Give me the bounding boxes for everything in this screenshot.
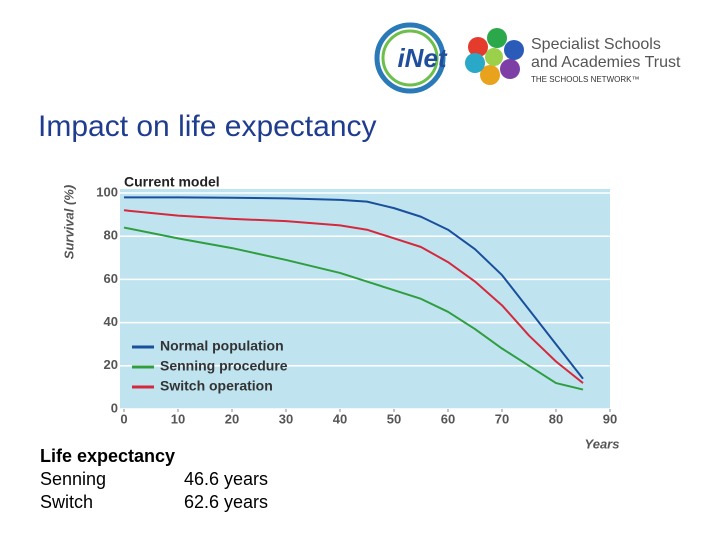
notes-heading: Life expectancy bbox=[40, 446, 176, 466]
legend-label: Normal population bbox=[160, 338, 284, 354]
logo-petal bbox=[480, 65, 500, 85]
chart: 0 20 40 60 80 100 0 10 20 30 40 50 60 70 80 90 Current m… bbox=[61, 174, 620, 452]
x-tick-label: 90 bbox=[603, 411, 617, 426]
y-tick-label: 0 bbox=[111, 400, 118, 415]
logo-petal bbox=[465, 53, 485, 73]
slide-title: Impact on life expectancy bbox=[38, 110, 377, 143]
inet-logo-ring bbox=[374, 22, 446, 94]
org-name: and Academies Trust bbox=[531, 54, 681, 71]
logo-petal bbox=[504, 40, 524, 60]
y-tick-label: 100 bbox=[96, 184, 118, 199]
x-tick-label: 60 bbox=[441, 411, 455, 426]
x-tick-label: 0 bbox=[120, 411, 127, 426]
org-tagline: THE SCHOOLS NETWORK™ bbox=[531, 75, 639, 84]
notes-row: Switch 62.6 years bbox=[40, 491, 268, 514]
y-tick-label: 40 bbox=[104, 314, 118, 329]
notes: Life expectancy Senning 46.6 years Switch… bbox=[40, 445, 268, 514]
notes-value: 62.6 years bbox=[184, 492, 269, 512]
x-tick-label: 40 bbox=[333, 411, 347, 426]
legend-label: Switch operation bbox=[160, 378, 273, 394]
x-tick-label: 20 bbox=[225, 411, 239, 426]
plot-background bbox=[120, 189, 610, 409]
notes-row: Senning 46.6 years bbox=[40, 468, 268, 491]
series-line bbox=[124, 196, 584, 380]
notes-key: Senning bbox=[40, 469, 107, 489]
logo-petal bbox=[500, 59, 520, 79]
logo-petal bbox=[485, 48, 503, 66]
logo-petal bbox=[487, 28, 507, 48]
org-name: Specialist Schools bbox=[531, 36, 661, 53]
x-axis-label: Years bbox=[585, 436, 620, 451]
chart-title: Current model bbox=[124, 174, 220, 190]
y-tick-label: 20 bbox=[104, 357, 118, 372]
series-line bbox=[123, 209, 584, 384]
inet-logo-text: iNet bbox=[397, 43, 447, 73]
legend-label: Senning procedure bbox=[160, 358, 288, 374]
x-tick-label: 10 bbox=[171, 411, 185, 426]
x-tick-label: 70 bbox=[495, 411, 509, 426]
y-tick-label: 80 bbox=[104, 228, 118, 243]
x-tick-label: 30 bbox=[279, 411, 293, 426]
notes-value: 46.6 years bbox=[184, 469, 269, 489]
y-axis-label: Survival (%) bbox=[61, 185, 76, 259]
y-tick-label: 60 bbox=[104, 271, 118, 286]
notes-key: Switch bbox=[40, 492, 94, 512]
series-line bbox=[123, 226, 584, 391]
x-tick-label: 80 bbox=[549, 411, 563, 426]
logo-petal bbox=[468, 37, 488, 57]
inet-logo-ring bbox=[381, 29, 439, 87]
header-logos: iNet Specialist Schools and Academies Tr… bbox=[374, 22, 681, 94]
x-tick-label: 50 bbox=[387, 411, 401, 426]
